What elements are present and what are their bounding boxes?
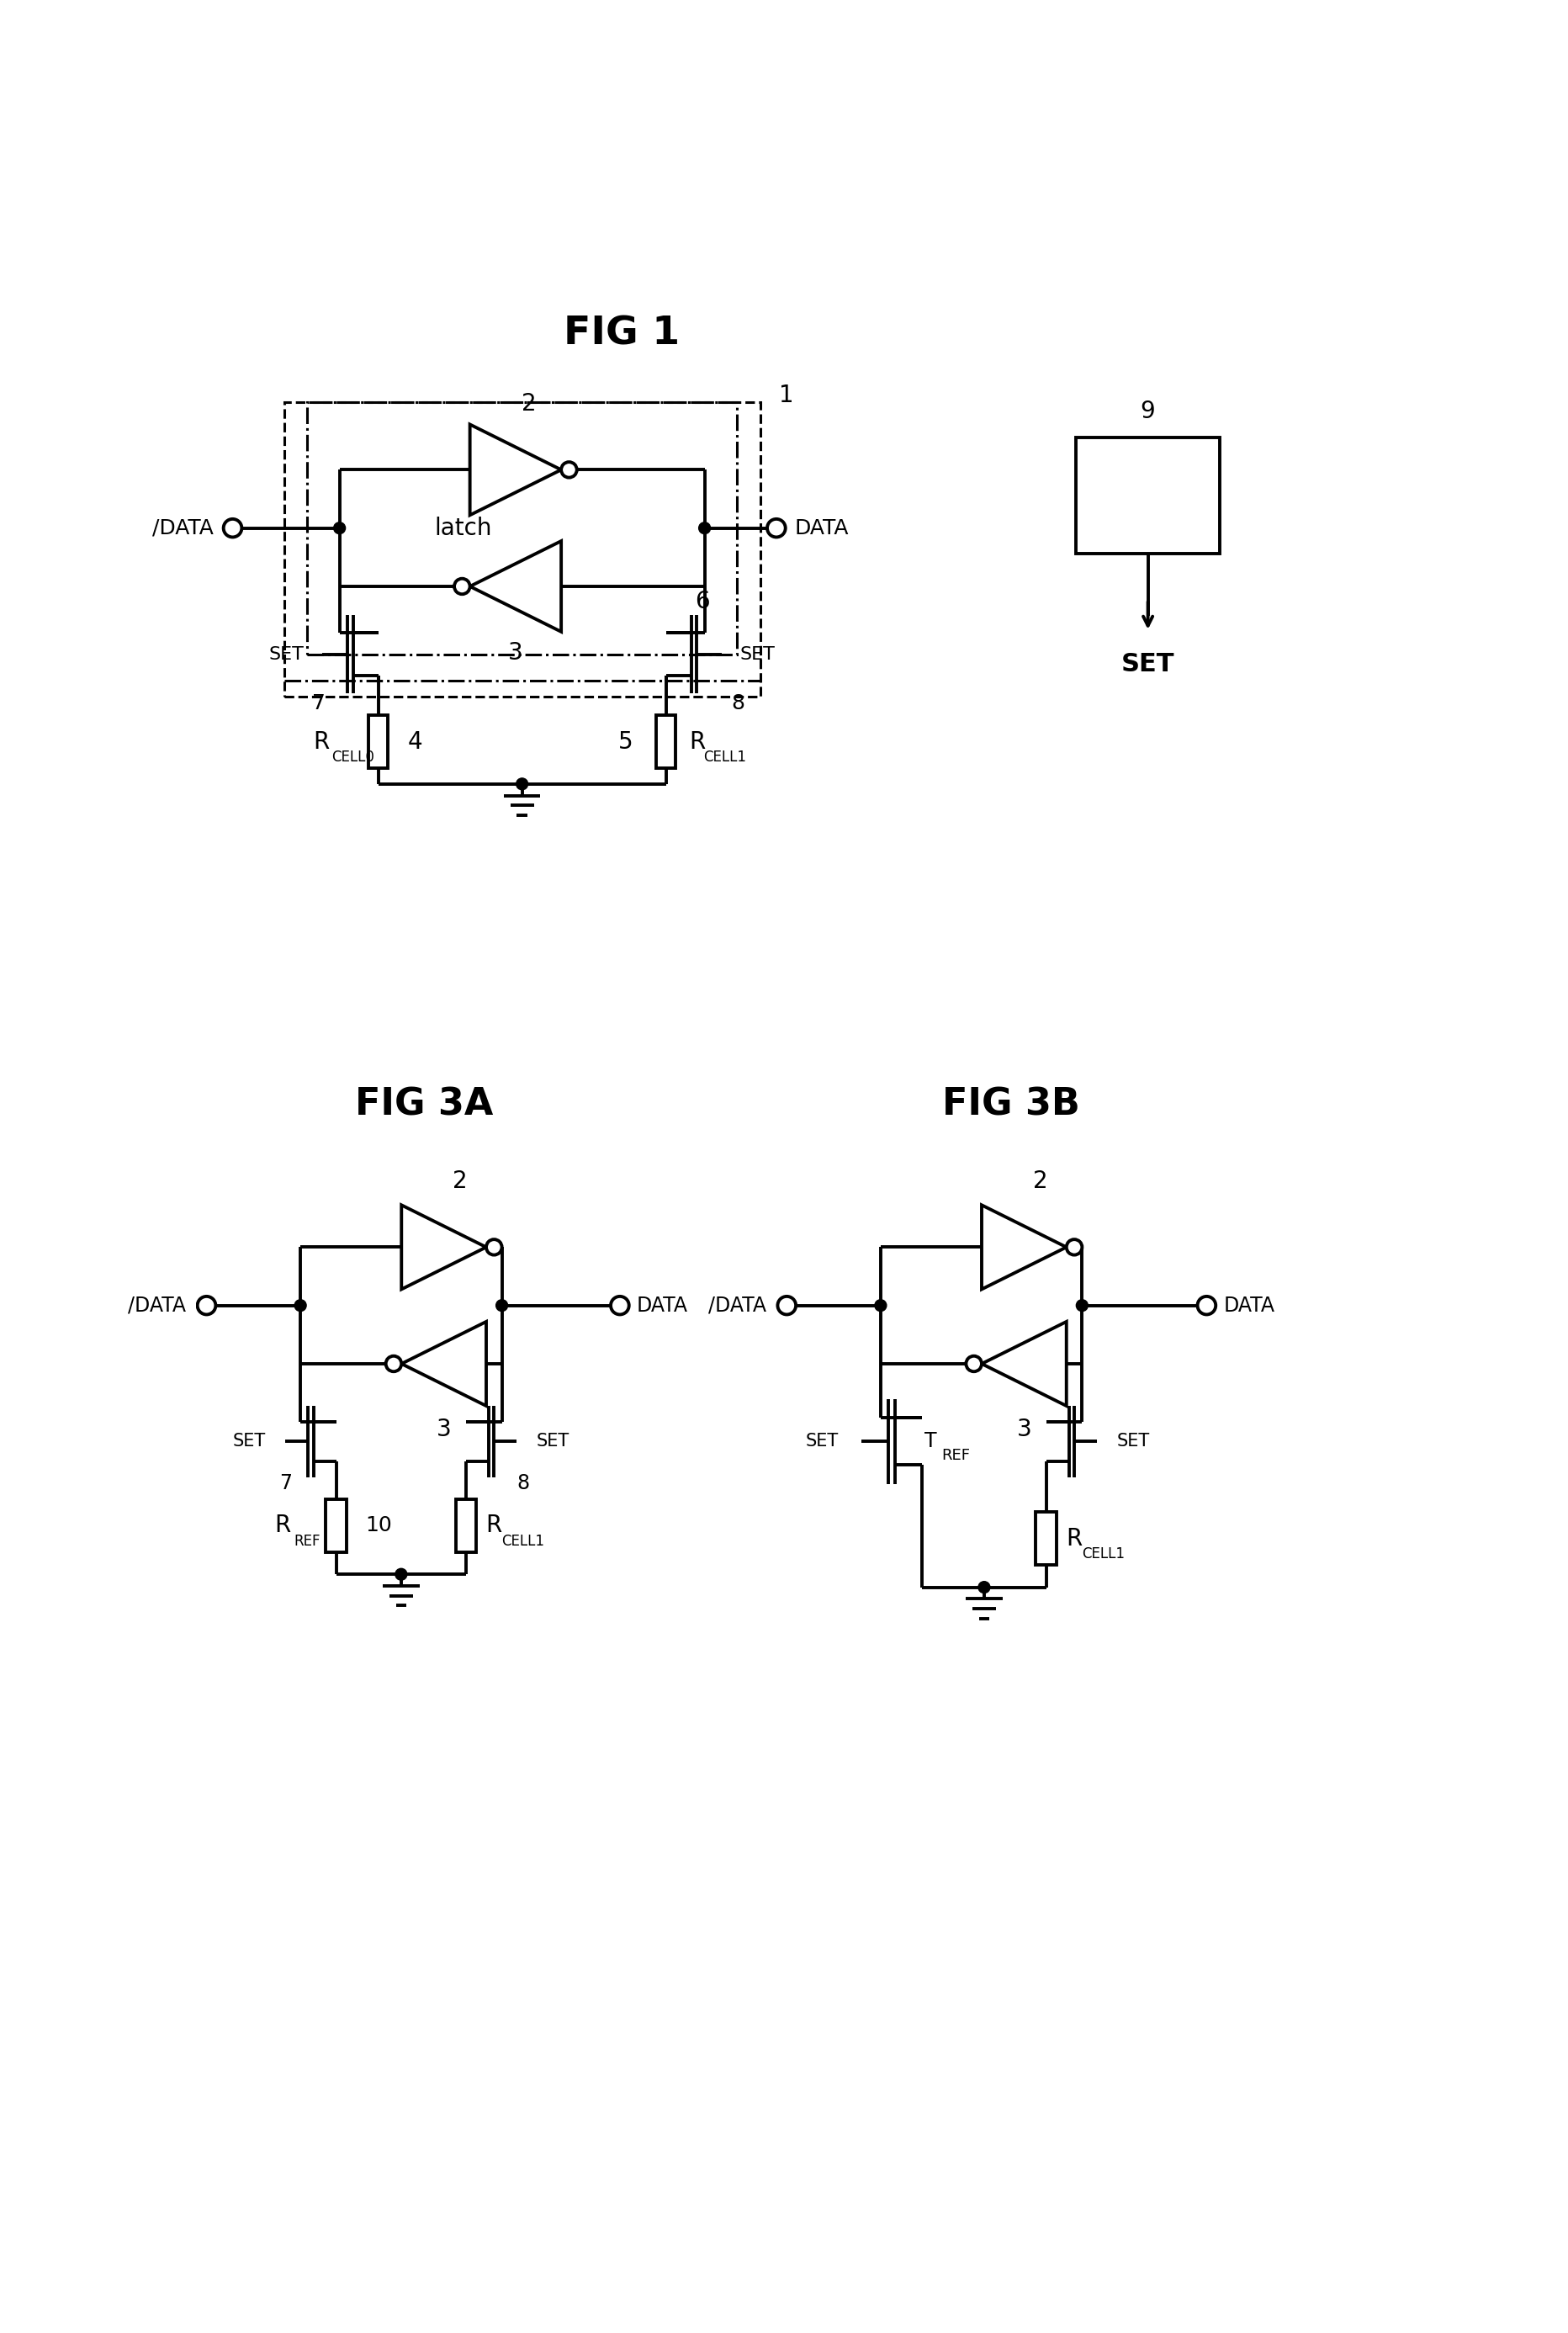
- Circle shape: [875, 1299, 886, 1311]
- Polygon shape: [982, 1206, 1066, 1290]
- Polygon shape: [470, 425, 561, 516]
- Text: FIG 3A: FIG 3A: [354, 1087, 494, 1122]
- Text: T: T: [924, 1432, 936, 1451]
- Text: SET: SET: [1116, 1432, 1149, 1449]
- Text: 2: 2: [1032, 1169, 1047, 1192]
- Bar: [455, 1500, 477, 1551]
- Text: 8: 8: [517, 1474, 530, 1493]
- Circle shape: [966, 1355, 982, 1372]
- Text: SET: SET: [268, 646, 304, 663]
- Text: /DATA: /DATA: [707, 1295, 765, 1316]
- Bar: [284, 401, 759, 698]
- Text: 3: 3: [1016, 1418, 1032, 1442]
- Text: DATA: DATA: [1223, 1295, 1273, 1316]
- Circle shape: [295, 1299, 306, 1311]
- Text: SET: SET: [536, 1432, 569, 1449]
- Circle shape: [561, 462, 577, 478]
- Circle shape: [698, 523, 710, 534]
- Text: DATA: DATA: [637, 1295, 687, 1316]
- Text: R: R: [274, 1514, 290, 1537]
- Text: SET: SET: [740, 646, 775, 663]
- Text: /DATA: /DATA: [152, 518, 213, 539]
- Text: 6: 6: [695, 590, 709, 614]
- Text: R: R: [486, 1514, 502, 1537]
- Text: CELL1: CELL1: [1082, 1547, 1124, 1561]
- Polygon shape: [470, 541, 561, 632]
- Text: /DATA: /DATA: [129, 1295, 187, 1316]
- Bar: [1035, 1512, 1057, 1565]
- Text: 10: 10: [365, 1516, 392, 1535]
- Text: 1: 1: [778, 383, 793, 406]
- Polygon shape: [401, 1323, 486, 1407]
- Circle shape: [1196, 1297, 1215, 1313]
- Circle shape: [386, 1355, 401, 1372]
- Text: FIG 3B: FIG 3B: [942, 1087, 1079, 1122]
- Text: REF: REF: [293, 1533, 320, 1549]
- Text: latch: latch: [434, 516, 492, 539]
- Circle shape: [486, 1239, 502, 1255]
- Text: SET: SET: [234, 1432, 267, 1449]
- Circle shape: [198, 1297, 215, 1313]
- Circle shape: [395, 1568, 406, 1579]
- Circle shape: [767, 518, 786, 537]
- Circle shape: [1066, 1239, 1082, 1255]
- Text: 3: 3: [508, 642, 522, 665]
- Bar: [307, 401, 737, 653]
- Circle shape: [516, 779, 528, 791]
- Text: FIG 1: FIG 1: [563, 315, 679, 352]
- Text: R: R: [688, 730, 704, 754]
- Text: 4: 4: [408, 730, 422, 754]
- Polygon shape: [982, 1323, 1066, 1407]
- Text: 7: 7: [312, 693, 326, 714]
- Circle shape: [978, 1582, 989, 1593]
- Text: R: R: [1065, 1526, 1082, 1551]
- Text: SET: SET: [804, 1432, 837, 1449]
- Bar: [368, 716, 387, 768]
- Text: CELL1: CELL1: [704, 749, 746, 765]
- Circle shape: [455, 579, 470, 595]
- Text: CELL1: CELL1: [502, 1533, 544, 1549]
- Bar: [1076, 436, 1218, 553]
- Text: CELL0: CELL0: [331, 749, 373, 765]
- Bar: [326, 1500, 347, 1551]
- Text: 9: 9: [1140, 399, 1154, 422]
- Text: 8: 8: [731, 693, 745, 714]
- Text: 2: 2: [521, 392, 536, 415]
- Text: R: R: [314, 730, 329, 754]
- Polygon shape: [401, 1206, 486, 1290]
- Circle shape: [223, 518, 241, 537]
- Circle shape: [610, 1297, 629, 1313]
- Text: INV: INV: [494, 462, 527, 478]
- Circle shape: [778, 1297, 795, 1313]
- Text: 7: 7: [279, 1474, 292, 1493]
- Bar: [655, 716, 676, 768]
- Text: INV: INV: [503, 579, 536, 595]
- Circle shape: [495, 1299, 508, 1311]
- Text: 5: 5: [618, 730, 633, 754]
- Text: 3: 3: [436, 1418, 452, 1442]
- Circle shape: [1076, 1299, 1087, 1311]
- Text: DATA: DATA: [795, 518, 848, 539]
- Text: 2: 2: [453, 1169, 467, 1192]
- Text: REF: REF: [941, 1449, 971, 1463]
- Circle shape: [334, 523, 345, 534]
- Text: SET: SET: [1121, 651, 1174, 677]
